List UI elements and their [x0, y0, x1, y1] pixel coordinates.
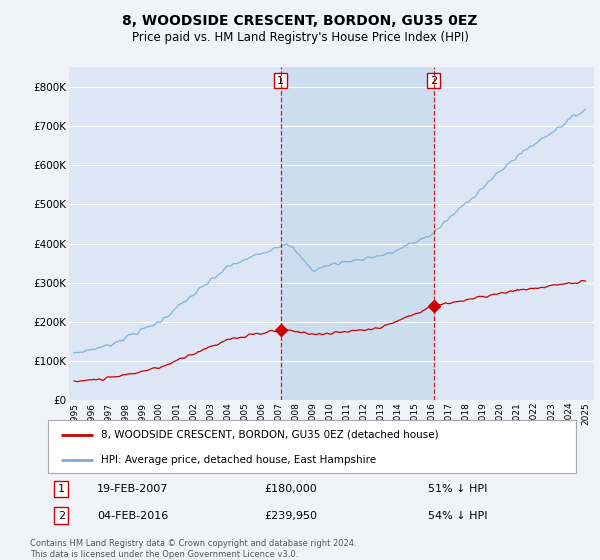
Text: 1: 1: [277, 76, 284, 86]
Text: 51% ↓ HPI: 51% ↓ HPI: [428, 484, 488, 494]
Text: £180,000: £180,000: [265, 484, 317, 494]
Text: 54% ↓ HPI: 54% ↓ HPI: [428, 511, 488, 521]
Text: 8, WOODSIDE CRESCENT, BORDON, GU35 0EZ: 8, WOODSIDE CRESCENT, BORDON, GU35 0EZ: [122, 14, 478, 28]
Bar: [281, 67, 434, 400]
Text: £239,950: £239,950: [265, 511, 317, 521]
Text: 1: 1: [58, 484, 65, 494]
Text: Contains HM Land Registry data © Crown copyright and database right 2024.
This d: Contains HM Land Registry data © Crown c…: [30, 539, 356, 559]
Text: HPI: Average price, detached house, East Hampshire: HPI: Average price, detached house, East…: [101, 455, 376, 465]
Text: Price paid vs. HM Land Registry's House Price Index (HPI): Price paid vs. HM Land Registry's House …: [131, 31, 469, 44]
Text: 04-FEB-2016: 04-FEB-2016: [97, 511, 168, 521]
Text: 2: 2: [58, 511, 65, 521]
Text: 2: 2: [430, 76, 437, 86]
Text: 8, WOODSIDE CRESCENT, BORDON, GU35 0EZ (detached house): 8, WOODSIDE CRESCENT, BORDON, GU35 0EZ (…: [101, 430, 439, 440]
Text: 19-FEB-2007: 19-FEB-2007: [97, 484, 168, 494]
